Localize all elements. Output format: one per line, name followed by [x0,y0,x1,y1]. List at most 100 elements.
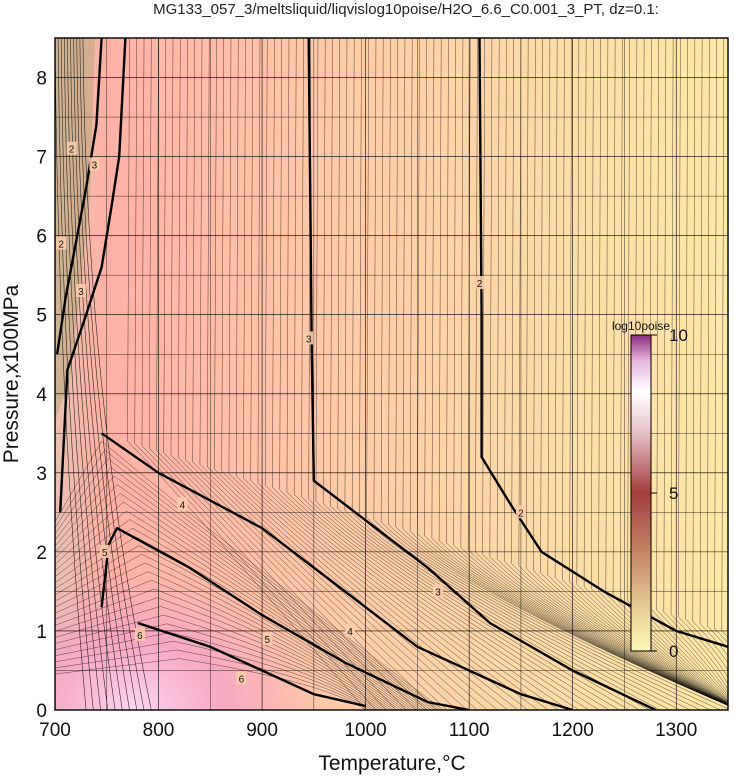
x-tick-label-1: 800 [143,720,175,741]
contour-label-2: 3 [306,334,312,345]
contour-label-bg-0 [474,276,485,290]
contour-label-bg-10 [89,157,100,171]
minor-contour-1288 [663,38,728,690]
minor-contour-1337 [714,38,728,644]
contour-labels: 2 2 3 3 4 4 5 5 6 6 3 2 3 2 [56,141,526,685]
y-tick-label-4: 4 [36,385,47,406]
minor-contour-1295 [670,38,728,685]
minor-edge-9 [82,38,152,710]
minor-loop-5 [55,484,428,710]
minor-contour-1302 [678,38,728,679]
minor-loop-14 [55,562,400,710]
minor-loop-16 [55,580,394,710]
minor-contour-945 [308,38,620,710]
x-axis-ticks: 700 800 900 1000 1100 1200 1300 [39,720,697,741]
plot-frame [54,37,729,711]
minor-contour-1274 [649,38,728,697]
minor-contour-917 [279,38,579,710]
minor-loop-10 [55,527,413,710]
minor-edge-4 [67,38,116,710]
minor-contour-1106 [475,38,728,706]
minor-edge-8 [79,38,145,710]
contour-label-0: 2 [477,279,483,290]
minor-edge-2 [60,38,101,710]
contour-level-4-2 [100,432,574,710]
minor-contour-847 [206,38,478,710]
contour-label-bg-3 [433,584,444,598]
x-tick-label-2: 900 [246,720,278,741]
contour-level-2-0 [478,38,728,648]
minor-contour-1036 [402,38,728,706]
contour-label-bg-2 [303,331,314,345]
contour-label-5: 4 [347,627,353,638]
minor-contour-819 [177,38,437,710]
minor-loop-1 [55,449,441,710]
contour-label-11: 2 [69,145,75,156]
minor-contour-1113 [482,38,728,706]
y-tick-label-2: 2 [36,543,47,564]
contour-label-3: 3 [435,587,441,598]
colorbar-ramp [630,334,652,652]
contour-label-bg-11 [66,141,77,155]
minor-contour-903 [264,38,559,710]
minor-contour-1141 [511,38,728,705]
minor-contour-1330 [707,38,728,650]
minor-contour-1239 [612,38,728,702]
minor-loop-19 [55,606,385,710]
colorbar-tick-label-1: 5 [669,484,678,503]
minor-edge-5 [70,38,123,710]
x-axis-label: Temperature,°C [318,752,465,775]
minor-contour-1022 [388,38,728,709]
minor-loop-15 [55,571,397,710]
x-tick-label-6: 1300 [655,720,697,741]
y-tick-label-1: 1 [36,622,47,643]
minor-loop-0 [55,440,444,710]
contour-label-bg-13 [56,236,67,250]
minor-loop-4 [55,475,431,710]
minor-contour-777 [134,38,376,710]
minor-contour-868 [228,38,508,710]
minor-loop-11 [55,536,410,710]
minor-contour-1134 [504,38,728,706]
minor-loop-6 [55,493,425,710]
minor-loop-8 [55,510,419,710]
minor-contour-1169 [540,38,728,705]
minor-contour-1281 [656,38,728,694]
contour-label-bg-9 [236,671,247,685]
minor-loop-23 [55,640,372,710]
x-tick-label-5: 1200 [552,720,594,741]
y-tick-label-6: 6 [36,227,47,248]
contour-level-3-1 [307,38,657,710]
x-tick-label-3: 1000 [344,720,386,741]
minor-contour-966 [330,38,650,710]
minor-contour-896 [257,38,549,710]
contour-label-bg-8 [134,627,145,641]
minor-contour-1078 [446,38,728,706]
minor-edge-0 [55,38,87,710]
minor-contour-1015 [380,38,721,710]
minor-contour-924 [286,38,589,710]
contour-label-bg-6 [99,544,110,558]
minor-contour-1008 [373,38,711,710]
colorbar-label: log10poise [612,319,670,333]
colorbar-tick-label-2: 10 [669,326,688,345]
colorbar-ticks: 0 5 10 [651,326,688,661]
y-axis-label: Pressure,x100MPa [0,284,23,463]
minor-contour-1092 [460,38,728,706]
minor-contour-1218 [591,38,728,704]
minor-loop-2 [55,458,438,710]
minor-contour-1127 [496,38,728,706]
contour-level-2-6 [55,38,103,355]
minor-contour-1183 [554,38,728,705]
minor-contour-1232 [605,38,728,703]
minor-contour-812 [170,38,427,710]
y-tick-label-8: 8 [36,69,47,90]
minor-contour-1064 [431,38,728,706]
minor-contour-1085 [453,38,728,706]
minor-contour-1001 [366,38,701,710]
y-tick-label-0: 0 [36,701,47,722]
minor-edge-6 [73,38,130,710]
minor-loop-18 [55,597,388,710]
minor-loop-9 [55,519,416,710]
